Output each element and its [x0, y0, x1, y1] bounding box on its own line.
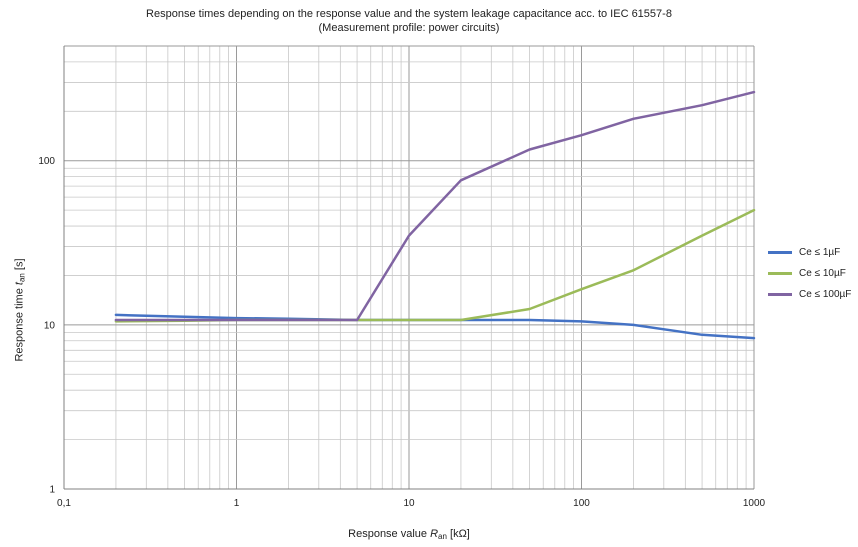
x-tick-label: 1000	[743, 498, 766, 509]
x-tick-label: 10	[403, 498, 415, 509]
x-axis-label: Response value Ran [kΩ]	[348, 528, 470, 541]
series-line-2	[114, 208, 756, 323]
series-line-3	[114, 90, 756, 322]
x-axis-label-prefix: Response value	[348, 528, 431, 540]
legend-label: Ce ≤ 10µF	[799, 268, 846, 279]
legend-label: Ce ≤ 100µF	[799, 289, 852, 300]
x-tick-label: 1	[234, 498, 240, 509]
y-tick-label: 100	[38, 156, 55, 167]
legend-item: Ce ≤ 10µF	[768, 263, 851, 284]
x-axis-label-sub: an	[438, 532, 447, 541]
series-lines	[114, 90, 756, 340]
legend: Ce ≤ 1µF Ce ≤ 10µF Ce ≤ 100µF	[768, 242, 851, 305]
legend-item: Ce ≤ 100µF	[768, 284, 851, 305]
x-tick-label: 0,1	[57, 498, 71, 509]
legend-label: Ce ≤ 1µF	[799, 247, 841, 258]
chart-title-line-1: Response times depending on the response…	[146, 8, 672, 20]
y-tick-label: 10	[44, 320, 56, 331]
x-axis-label-unit: [kΩ]	[446, 528, 470, 540]
grid	[63, 45, 755, 490]
legend-swatch	[768, 251, 792, 254]
legend-swatch	[768, 293, 792, 296]
legend-item: Ce ≤ 1µF	[768, 242, 851, 263]
chart-title-line-2: (Measurement profile: power circuits)	[318, 22, 500, 34]
x-axis-label-var: R	[430, 528, 439, 540]
chart-title: Response times depending on the response…	[64, 7, 754, 35]
series-line-1	[114, 313, 756, 340]
x-tick-label: 100	[573, 498, 590, 509]
y-tick-label: 1	[49, 485, 55, 496]
legend-swatch	[768, 272, 792, 275]
